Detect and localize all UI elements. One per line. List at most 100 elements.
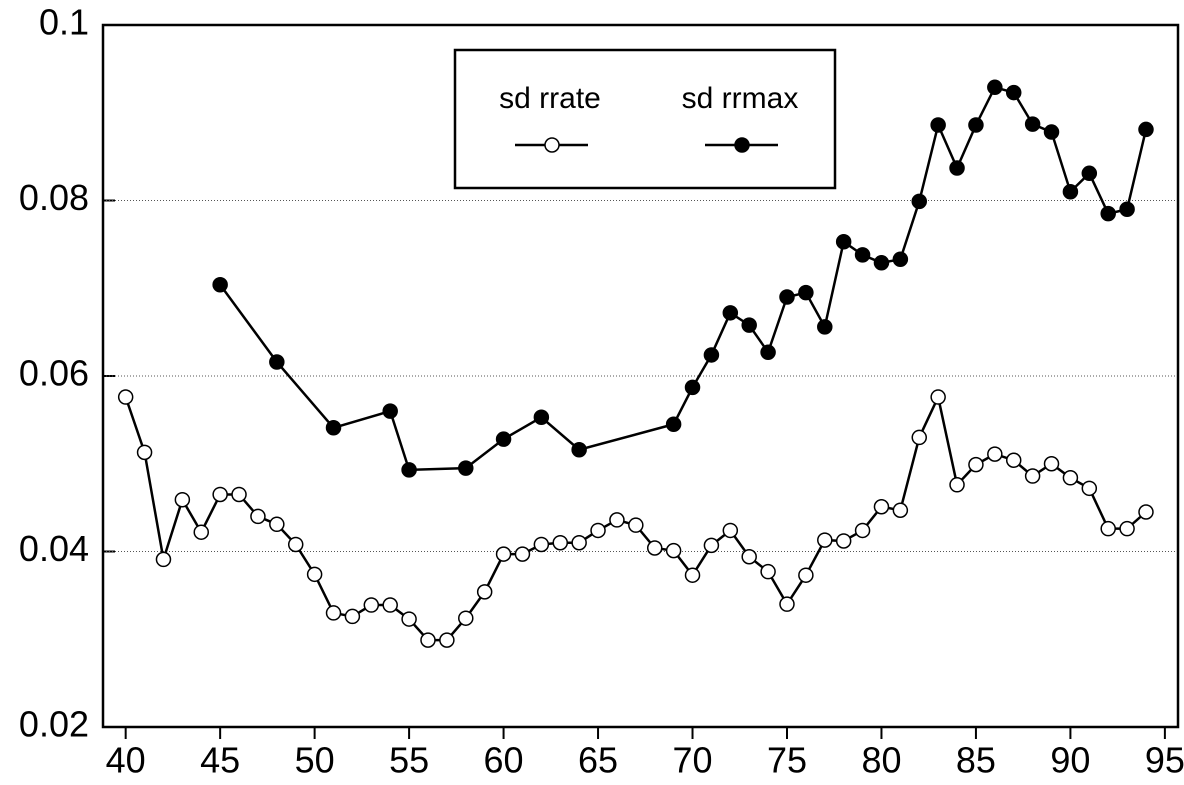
point xyxy=(911,429,928,446)
x-tick-label: 40 xyxy=(106,740,146,781)
point xyxy=(1100,520,1116,537)
point xyxy=(1119,520,1135,537)
x-tick-label: 70 xyxy=(672,740,712,781)
point xyxy=(1024,116,1041,132)
point xyxy=(703,537,720,554)
point xyxy=(1081,480,1098,497)
point xyxy=(722,305,739,321)
point xyxy=(722,522,739,539)
point xyxy=(835,233,852,250)
point xyxy=(363,597,380,613)
legend-marker xyxy=(734,137,750,153)
x-tick-label: 85 xyxy=(956,740,996,781)
point xyxy=(420,632,436,648)
point xyxy=(1138,121,1154,138)
point xyxy=(193,524,210,540)
point xyxy=(571,441,587,458)
point xyxy=(854,522,871,539)
point xyxy=(117,389,134,405)
point xyxy=(665,416,682,433)
point xyxy=(760,344,776,361)
point xyxy=(212,276,228,293)
point xyxy=(798,284,814,301)
point xyxy=(344,608,361,625)
point xyxy=(779,289,795,305)
point xyxy=(287,536,304,553)
point xyxy=(949,160,965,176)
point xyxy=(949,477,965,493)
x-tick-label: 55 xyxy=(389,740,429,781)
point xyxy=(798,567,814,583)
point xyxy=(571,534,587,551)
y-tick-label: 0.1 xyxy=(39,2,89,43)
point xyxy=(760,563,776,580)
x-tick-label: 80 xyxy=(861,740,901,781)
point xyxy=(458,610,474,626)
y-tick-label: 0.04 xyxy=(19,528,89,569)
x-tick-label: 95 xyxy=(1145,740,1184,781)
point xyxy=(628,517,644,533)
point xyxy=(930,117,946,133)
point xyxy=(779,596,795,612)
point xyxy=(1062,183,1079,200)
x-tick-label: 50 xyxy=(295,740,335,781)
point xyxy=(306,566,323,583)
point xyxy=(533,536,550,553)
point xyxy=(458,460,474,476)
point xyxy=(892,251,909,268)
point xyxy=(231,486,247,503)
point xyxy=(514,546,531,562)
point xyxy=(155,551,172,568)
point xyxy=(1005,84,1022,101)
y-tick-label: 0.08 xyxy=(19,177,89,218)
point xyxy=(817,532,833,548)
point xyxy=(136,444,153,461)
point xyxy=(382,403,398,419)
point xyxy=(174,491,191,508)
point xyxy=(401,462,417,478)
legend-label: sd rrmax xyxy=(682,82,799,115)
point xyxy=(382,597,398,613)
point xyxy=(646,540,663,556)
point xyxy=(684,567,701,583)
point xyxy=(741,549,757,565)
point xyxy=(325,420,342,436)
point xyxy=(476,584,493,600)
legend-label: sd rrate xyxy=(499,82,601,115)
point xyxy=(854,247,871,263)
point xyxy=(212,486,228,503)
point xyxy=(835,533,852,549)
point xyxy=(1024,468,1041,484)
y-tick-label: 0.06 xyxy=(19,353,89,394)
point xyxy=(987,79,1003,96)
plot-frame xyxy=(101,23,1180,729)
point xyxy=(665,542,682,559)
legend-marker xyxy=(544,137,560,153)
point xyxy=(269,516,285,533)
point xyxy=(703,347,720,363)
point xyxy=(495,546,512,562)
legend-box xyxy=(453,48,837,190)
point xyxy=(987,446,1003,462)
point xyxy=(1005,452,1022,468)
point xyxy=(609,512,625,528)
point xyxy=(911,193,928,210)
point xyxy=(1043,456,1060,472)
point xyxy=(250,508,266,525)
point xyxy=(684,379,701,396)
point xyxy=(873,498,890,515)
x-tick-label: 45 xyxy=(200,740,240,781)
point xyxy=(495,431,512,447)
point xyxy=(1043,124,1060,140)
point xyxy=(533,409,550,425)
point xyxy=(439,632,455,648)
x-tick-label: 75 xyxy=(767,740,807,781)
x-tick-label: 65 xyxy=(578,740,618,781)
point xyxy=(1100,205,1116,222)
point xyxy=(269,354,285,370)
point xyxy=(873,255,890,271)
point xyxy=(817,319,833,335)
point xyxy=(552,534,569,551)
x-tick-label: 60 xyxy=(484,740,524,781)
